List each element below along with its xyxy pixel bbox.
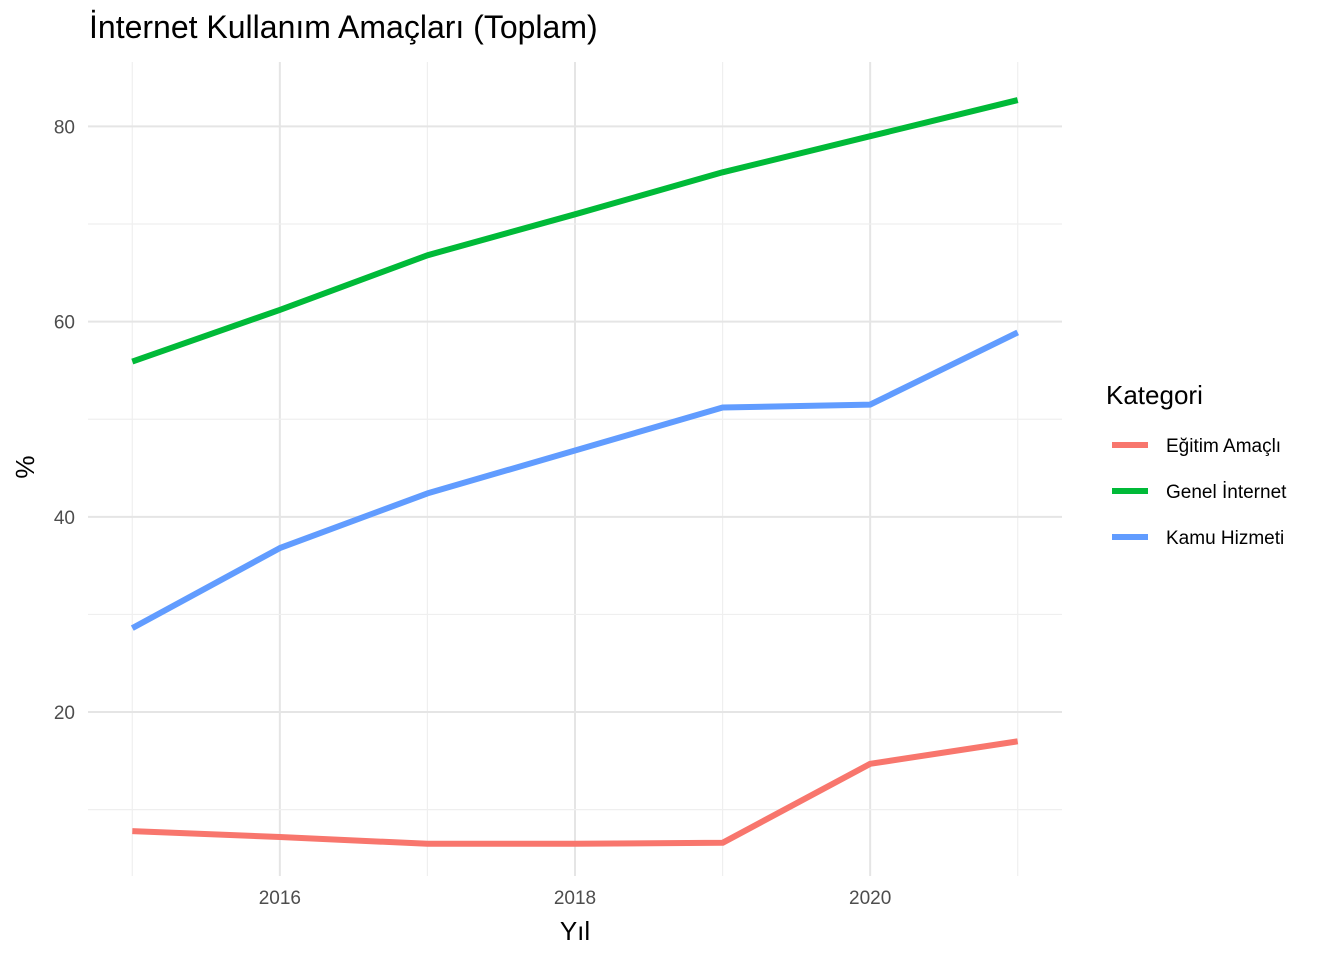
- x-tick-label: 2016: [259, 888, 301, 909]
- series-line: [130, 329, 1020, 631]
- series-line: [131, 97, 1019, 365]
- y-tick-label: 80: [54, 117, 75, 138]
- x-axis-title: Yıl: [560, 916, 590, 946]
- legend: Kategori Eğitim Amaçlı Genel İnternet Kamu …: [1106, 380, 1287, 549]
- legend-label: Genel İnternet: [1166, 482, 1287, 503]
- series-lines: [130, 97, 1020, 847]
- y-axis-title: %: [10, 455, 40, 478]
- x-tick-label: 2018: [554, 888, 596, 909]
- y-tick-label: 60: [54, 313, 75, 334]
- y-tick-label: 20: [54, 703, 75, 724]
- y-tick-label: 40: [54, 508, 75, 529]
- axes: 20 40 60 80 2016 2018 2020: [54, 117, 891, 909]
- legend-label: Kamu Hizmeti: [1166, 528, 1284, 549]
- chart-title: İnternet Kullanım Amaçları (Toplam): [89, 9, 598, 45]
- legend-label: Eğitim Amaçlı: [1166, 436, 1281, 457]
- series-line: [132, 738, 1019, 847]
- legend-title: Kategori: [1106, 380, 1203, 410]
- x-tick-label: 2020: [849, 888, 891, 909]
